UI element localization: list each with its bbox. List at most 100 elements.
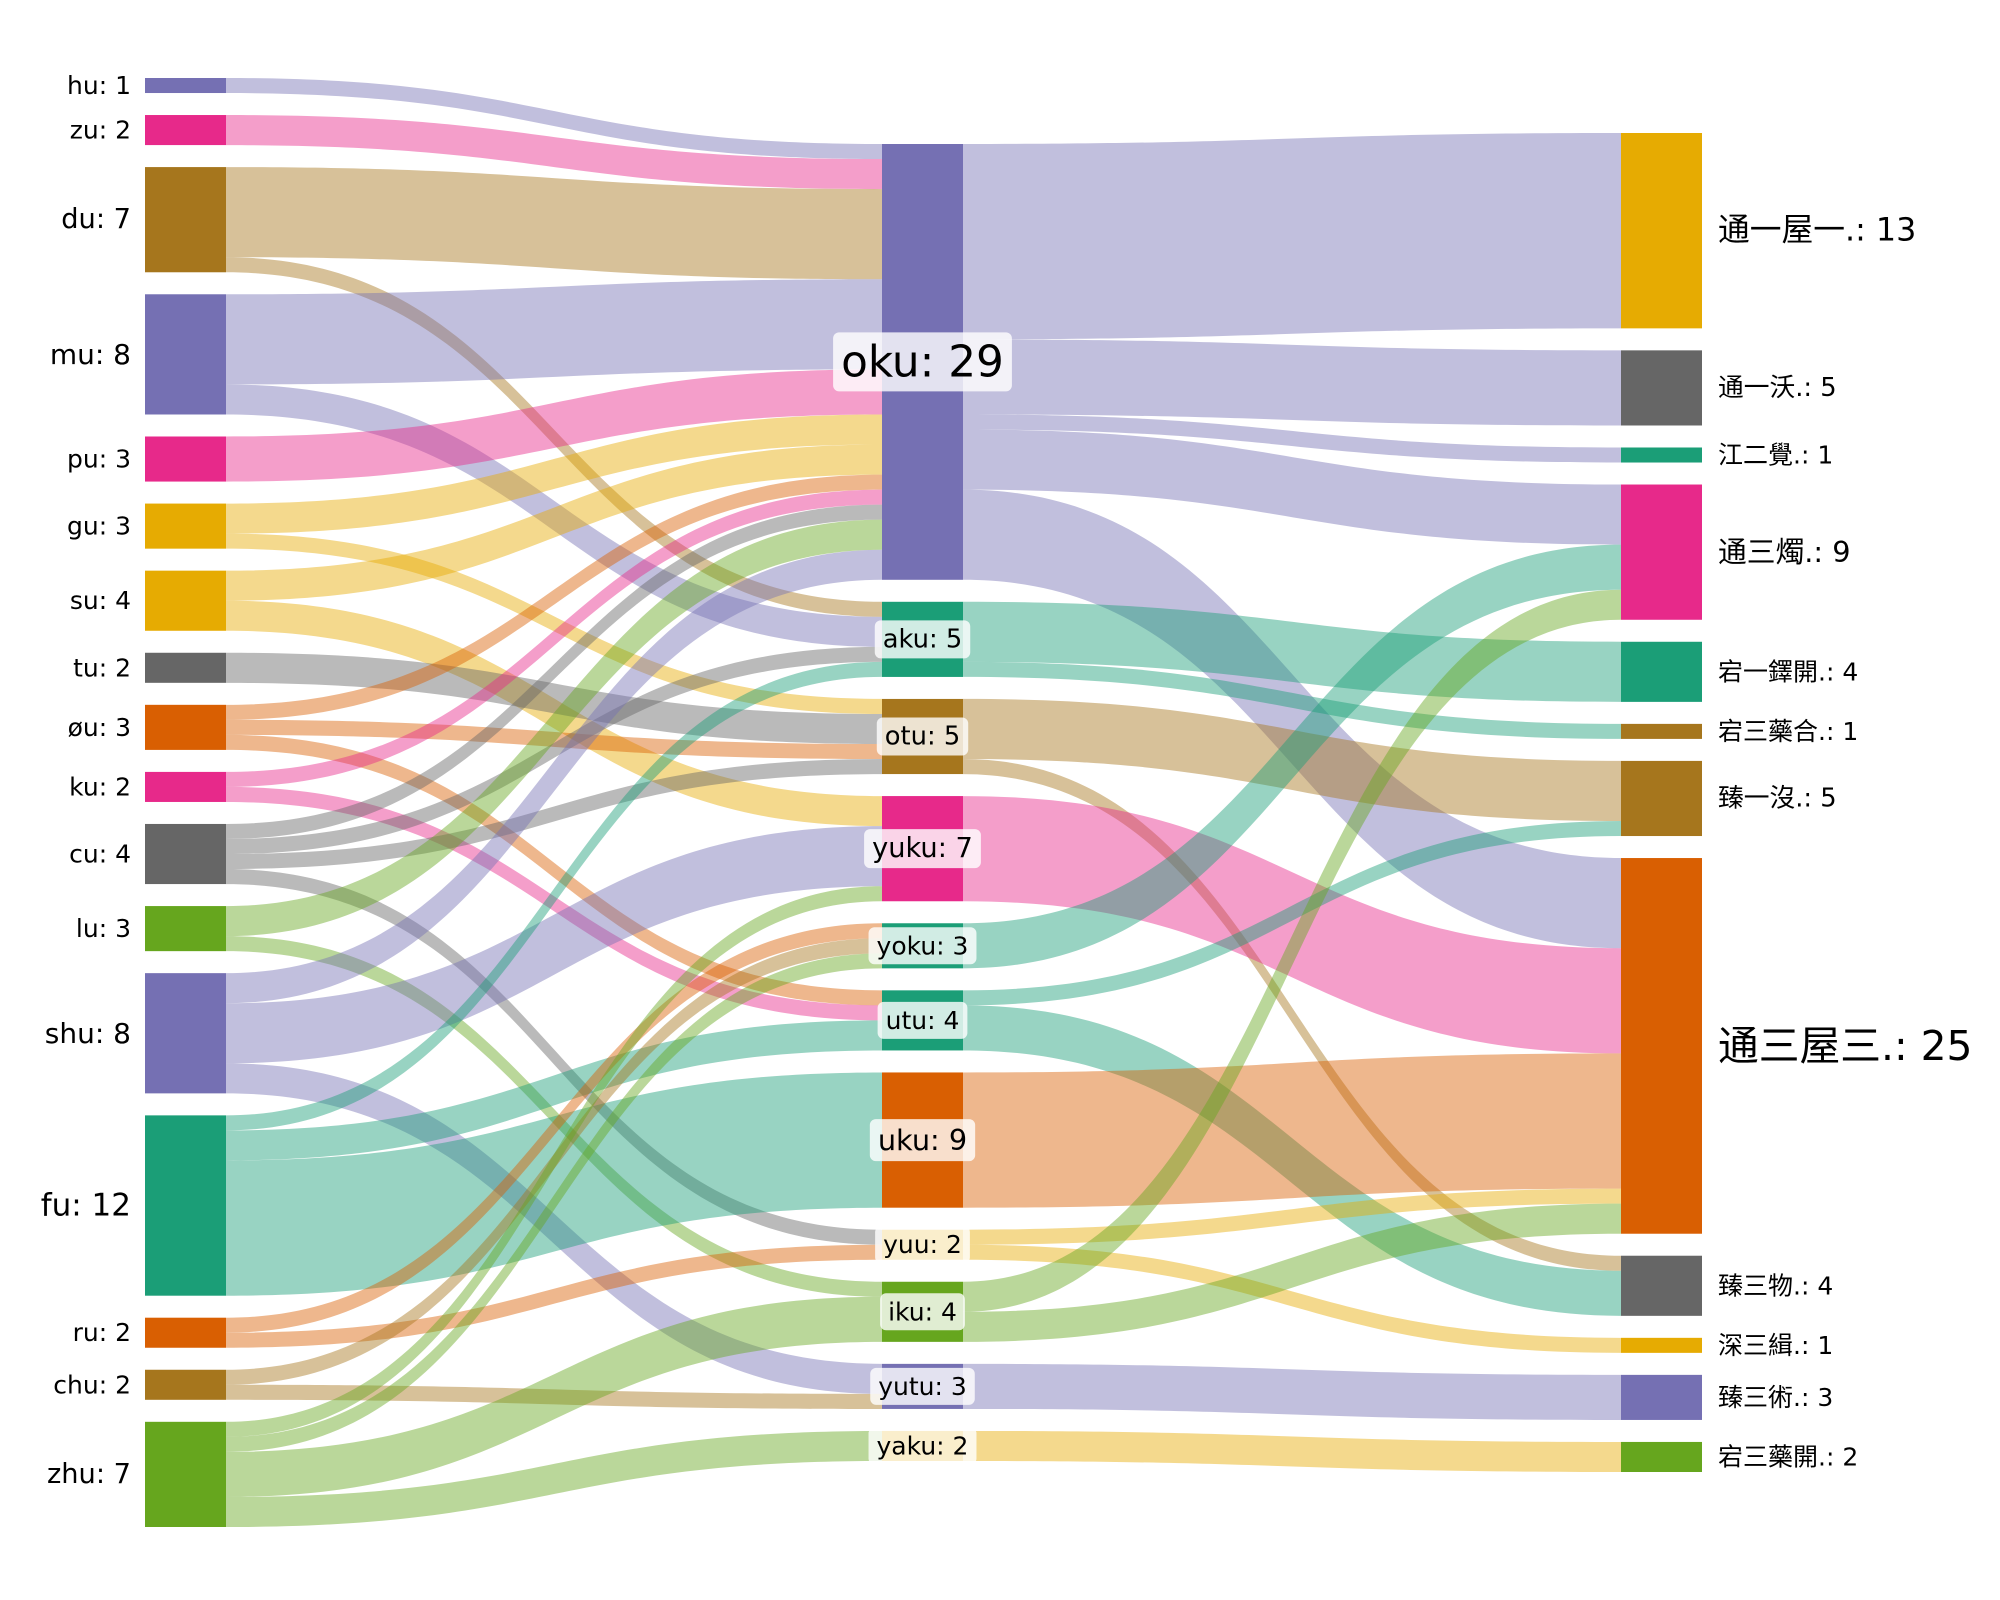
node-label-r9: 臻三物.: 4 <box>1718 1271 1833 1300</box>
node-label-r7: 臻一沒.: 5 <box>1718 783 1837 813</box>
link-fu-to-aku <box>226 661 882 1131</box>
node-label-r10: 深三緝.: 1 <box>1718 1331 1833 1360</box>
link-gu-to-oku <box>226 414 882 534</box>
link-yutu-to-r11 <box>963 1363 1621 1420</box>
link-cu-to-otu <box>226 759 882 870</box>
node-label-r1: 通一屋一.: 13 <box>1718 213 1916 249</box>
node-label-uku: uku: 9 <box>878 1123 967 1157</box>
node-label-zu: zu: 2 <box>70 116 131 145</box>
node-lu <box>145 906 226 952</box>
link-oku-to-r2 <box>963 339 1621 426</box>
node-mu <box>145 294 226 415</box>
link-ru-to-yoku <box>226 923 882 1333</box>
node-label-r12: 宕三藥開.: 2 <box>1718 1442 1858 1471</box>
link-chu-to-yoku <box>226 938 882 1385</box>
node-label-r8: 通三屋三.: 25 <box>1718 1022 1973 1070</box>
link-lu-to-iku <box>226 936 882 1297</box>
node-label-iku: iku: 4 <box>888 1297 957 1326</box>
link-su-to-yuku <box>226 600 882 827</box>
link-shu-to-yutu <box>226 1063 882 1394</box>
node-label-shu: shu: 8 <box>45 1017 131 1050</box>
node-r9 <box>1621 1255 1702 1316</box>
link-zhu-to-iku <box>226 1296 882 1497</box>
middle-label-bg-yoku <box>868 927 977 965</box>
node-gu <box>145 503 226 549</box>
link-ku-to-oku <box>226 489 882 787</box>
middle-label-group-uku: uku: 9 <box>869 1119 976 1162</box>
link-aku-to-r6 <box>963 661 1621 739</box>
link-zhu-to-yoku <box>226 953 882 1452</box>
link-cu-to-yuu <box>226 869 882 1245</box>
node-label-yaku: yaku: 2 <box>877 1431 969 1460</box>
node-label-r11: 臻三術.: 3 <box>1718 1383 1833 1412</box>
node-r3 <box>1621 447 1702 463</box>
node-r7 <box>1621 760 1702 837</box>
middle-label-bg-yaku <box>868 1427 977 1465</box>
middle-label-group-iku: iku: 4 <box>880 1293 965 1331</box>
link-fu-to-utu <box>226 1020 882 1161</box>
node-label-yuu: yuu: 2 <box>883 1230 962 1259</box>
link-otu-to-r9 <box>963 759 1621 1271</box>
link-mu-to-aku <box>226 384 882 647</box>
node-label-yuku: yuku: 7 <box>872 833 973 864</box>
link-du-to-oku <box>226 167 882 280</box>
link-du-to-aku <box>226 257 882 617</box>
link-yaku-to-r12 <box>963 1430 1621 1472</box>
node-tu <box>145 652 226 683</box>
node-r12 <box>1621 1441 1702 1472</box>
link-yuu-to-r8 <box>963 1188 1621 1245</box>
link-oku-to-r8 <box>963 489 1621 949</box>
node-label-utu: utu: 4 <box>886 1006 960 1035</box>
link-yoku-to-r4 <box>963 544 1621 969</box>
node-su <box>145 570 226 631</box>
node-label-r3: 江二覺.: 1 <box>1718 441 1833 470</box>
middle-label-bg-aku <box>874 620 971 659</box>
middle-label-group-yutu: yutu: 3 <box>870 1367 975 1405</box>
link-oku-to-r3 <box>963 414 1621 463</box>
link-utu-to-r7 <box>963 821 1621 1006</box>
link-oku-to-r1 <box>963 133 1621 340</box>
node-r8 <box>1621 858 1702 1234</box>
link-su-to-oku <box>226 444 882 601</box>
link-ou-to-oku <box>226 474 882 720</box>
node-cu <box>145 823 226 885</box>
node-zhu <box>145 1421 226 1527</box>
middle-label-bg-uku <box>869 1119 976 1162</box>
link-yuku-to-r8 <box>963 796 1621 1054</box>
node-label-r2: 通一沃.: 5 <box>1718 373 1837 403</box>
node-chu <box>145 1369 226 1400</box>
node-label-du: du: 7 <box>61 204 131 235</box>
node-label-yoku: yoku: 3 <box>877 931 969 960</box>
node-r5 <box>1621 641 1702 702</box>
middle-label-bg-oku <box>833 332 1012 392</box>
node-r10 <box>1621 1337 1702 1353</box>
node-r6 <box>1621 723 1702 739</box>
node-zu <box>145 115 226 146</box>
labels-layer: hu: 1 zu: 2 du: 7 mu: 8 pu: 3 gu: 3 su: 4 tu: 2… <box>41 71 1973 1490</box>
link-ru-to-yuu <box>226 1244 882 1348</box>
link-ou-to-utu <box>226 734 882 1006</box>
middle-label-bg-otu <box>876 717 969 756</box>
link-zu-to-oku <box>226 115 882 190</box>
link-otu-to-r7 <box>963 698 1621 822</box>
link-gu-to-otu <box>226 533 882 714</box>
link-mu-to-oku <box>226 279 882 385</box>
node-label-r4: 通三燭.: 9 <box>1718 535 1851 569</box>
link-lu-to-oku <box>226 519 882 937</box>
node-label-lu: lu: 3 <box>76 914 131 943</box>
node-label-mu: mu: 8 <box>50 338 131 371</box>
middle-label-bg-utu <box>877 1001 968 1039</box>
node-du <box>145 167 226 273</box>
middle-label-group-aku: aku: 5 <box>874 620 971 659</box>
link-iku-to-r4 <box>963 589 1621 1312</box>
link-zhu-to-yuku <box>226 886 882 1437</box>
link-uku-to-r8 <box>963 1053 1621 1208</box>
node-label-r6: 宕三藥合.: 1 <box>1718 717 1858 746</box>
middle-label-group-yoku: yoku: 3 <box>868 927 977 965</box>
middle-label-group-yaku: yaku: 2 <box>868 1427 977 1465</box>
node-label-aku: aku: 5 <box>883 624 962 654</box>
node-hu <box>145 78 226 94</box>
link-oku-to-r4 <box>963 429 1621 545</box>
middle-label-bg-yuku <box>864 829 981 869</box>
node-label-cu: cu: 4 <box>69 840 131 869</box>
